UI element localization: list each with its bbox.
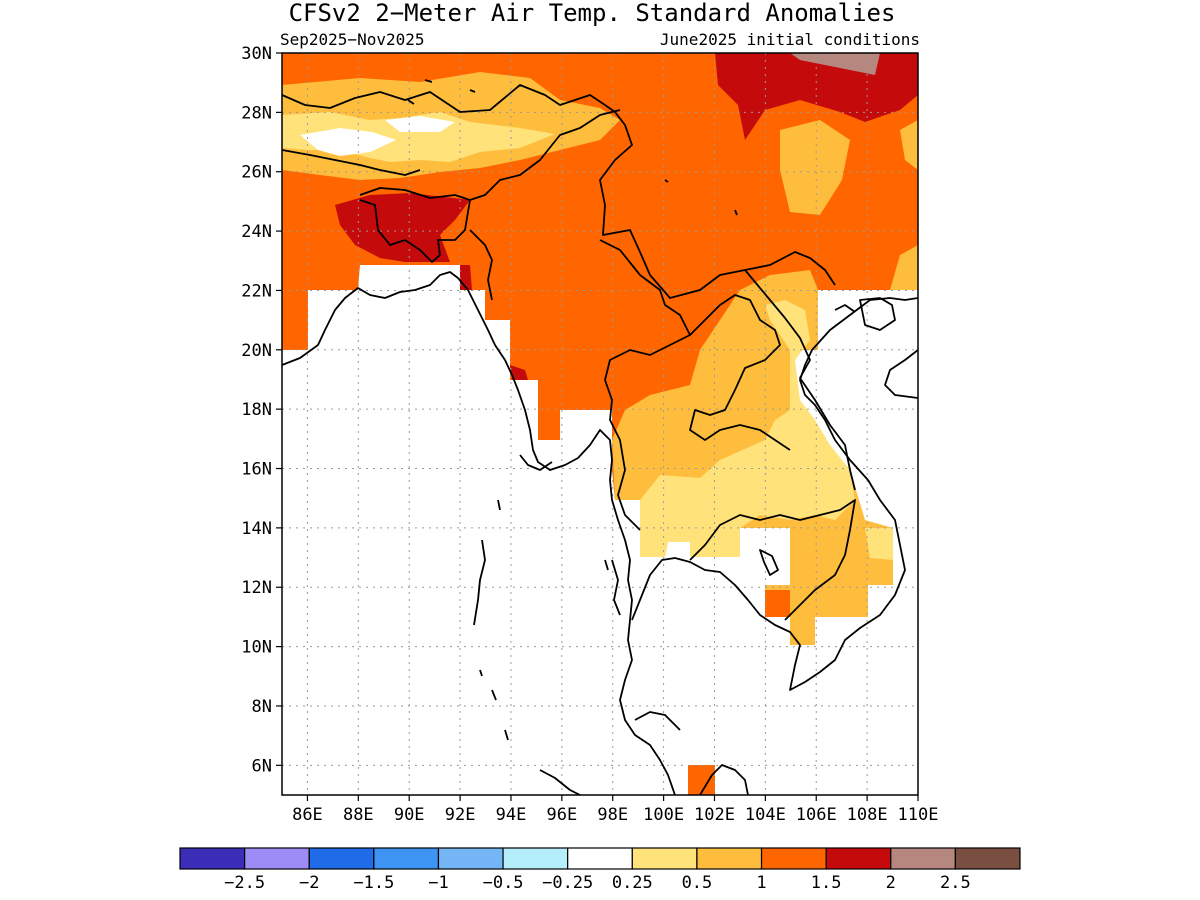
anomaly-region-1.5to2-bangladesh: [335, 193, 470, 262]
irrawaddy-delta: [519, 454, 553, 471]
lat-tick-label: 16N: [241, 460, 272, 480]
andaman-islands: [473, 499, 501, 626]
colorbar-swatch: [954, 847, 1021, 870]
colorbar-label: 0.5: [682, 873, 713, 893]
lon-tick-label: 96E: [546, 805, 577, 825]
coastline-myanmar: [457, 277, 676, 795]
colorbar-label: −2.5: [224, 873, 265, 893]
border-india-myanmar: [469, 109, 621, 201]
colorbar-label: 1.5: [811, 873, 842, 893]
coastline-malaya-east: [699, 764, 749, 795]
colorbar-swatch: [567, 847, 633, 870]
colorbar: −2.5 −2 −1.5 −1 −0.5 −0.25 0.25 0.5 1 1.5 2 2.5: [179, 847, 1021, 893]
colorbar-swatch: [825, 847, 892, 870]
lon-tick-label: 108E: [847, 805, 888, 825]
border-myanmar-thailand: [599, 239, 691, 531]
lon-tick-label: 100E: [643, 805, 684, 825]
map-title: CFSv2 2−Meter Air Temp. Standard Anomali…: [289, 0, 896, 27]
coastline-india: [282, 271, 459, 366]
colorbar-swatch: [760, 847, 827, 870]
graticule: [282, 53, 918, 795]
gulf-islands: [407, 79, 738, 216]
lon-tick-label: 94E: [496, 805, 527, 825]
colorbar-label: −0.5: [483, 873, 524, 893]
lon-tick-label: 88E: [343, 805, 374, 825]
nicobar-islands: [479, 669, 509, 741]
map-frame: [281, 52, 919, 796]
colorbar-swatch: [437, 847, 504, 870]
anomaly-region-1to1.5-cambodia: [765, 590, 790, 617]
lat-tick-label: 6N: [252, 756, 272, 776]
border-china-north: [282, 84, 836, 299]
lat-tick-label: 18N: [241, 400, 272, 420]
lat-tick-label: 8N: [252, 697, 272, 717]
anomaly-region-0.25to0.5-indochina: [640, 300, 855, 557]
neutral-gap-northwest: [300, 128, 396, 156]
colorbar-swatch: [502, 847, 569, 870]
lon-tick-label: 104E: [745, 805, 786, 825]
lat-tick-label: 10N: [241, 638, 272, 658]
anomaly-region-0.5to1-northeast: [780, 120, 850, 215]
initial-conditions-label: June2025 initial conditions: [660, 30, 920, 49]
anomaly-region-1to1.5-south: [688, 765, 715, 795]
lat-tick-label: 30N: [241, 44, 272, 64]
colorbar-label: −0.25: [542, 873, 593, 893]
colorbar-swatch: [308, 847, 375, 870]
lat-tick-label: 28N: [241, 103, 272, 123]
lat-tick-label: 20N: [241, 341, 272, 361]
lat-tick-label: 14N: [241, 519, 272, 539]
colorbar-swatch: [696, 847, 763, 870]
anomaly-region-1.5to2-myanmar-coast: [510, 365, 528, 380]
anomaly-region-0.25to0.5-east-coast: [865, 528, 893, 560]
colorbar-swatch: [244, 847, 310, 870]
lon-tick-label: 86E: [292, 805, 323, 825]
lat-tick-label: 22N: [241, 281, 272, 301]
lat-tick-label: 24N: [241, 222, 272, 242]
phuket-islands: [604, 559, 621, 616]
colorbar-label: 1: [756, 873, 766, 893]
border-myanmar-india-south: [469, 229, 493, 301]
colorbar-label: −2: [299, 873, 319, 893]
vietnam-north-coast: [884, 349, 918, 399]
border-laos-vietnam: [744, 269, 856, 491]
lon-tick-label: 106E: [796, 805, 837, 825]
border-india-nepal: [282, 149, 421, 176]
valid-period-label: Sep2025−Nov2025: [280, 30, 425, 49]
colorbar-label: 0.25: [612, 873, 653, 893]
border-laos-thailand: [689, 294, 791, 451]
lon-tick-label: 92E: [445, 805, 476, 825]
colorbar-swatch: [179, 847, 246, 870]
colorbar-swatch: [373, 847, 440, 870]
lon-tick-label: 90E: [394, 805, 425, 825]
neutral-gap-northwest-2: [385, 116, 455, 132]
hainan-island: [859, 297, 896, 331]
lat-tick-label: 12N: [241, 578, 272, 598]
colorbar-label: −1: [428, 873, 448, 893]
anomaly-region-0.5to1-east: [900, 120, 918, 170]
lat-tick-label: 26N: [241, 163, 272, 183]
colorbar-label: 2: [886, 873, 896, 893]
border-thailand-malaysia: [634, 711, 681, 731]
lon-tick-label: 102E: [694, 805, 735, 825]
coastline-sumatra: [539, 769, 581, 795]
coastlines-borders: [282, 79, 918, 795]
latitude-axis: 30N 28N 26N 24N 22N 20N 18N 16N 14N 12N 10N 8N 6N: [241, 44, 282, 776]
border-bangladesh: [359, 187, 471, 263]
anomaly-region-2to2.5-northeast: [790, 53, 880, 75]
anomaly-map-panel: [282, 53, 918, 795]
lon-tick-label: 98E: [597, 805, 628, 825]
border-cambodia: [689, 499, 856, 621]
anomaly-region-0.5to1-southeast-edge: [890, 245, 918, 290]
longitude-axis: 86E 88E 90E 92E 94E 96E 98E 100E 102E 104E 106E 108…: [292, 795, 938, 825]
tonle-sap-lake: [759, 549, 779, 576]
colorbar-swatch: [631, 847, 698, 870]
lon-tick-label: 110E: [898, 805, 939, 825]
colorbar-label: 2.5: [940, 873, 971, 893]
colorbar-label: −1.5: [353, 873, 394, 893]
red-river-delta: [834, 304, 856, 313]
coastline-gulf-of-thailand: [631, 297, 918, 691]
colorbar-swatch: [890, 847, 956, 870]
